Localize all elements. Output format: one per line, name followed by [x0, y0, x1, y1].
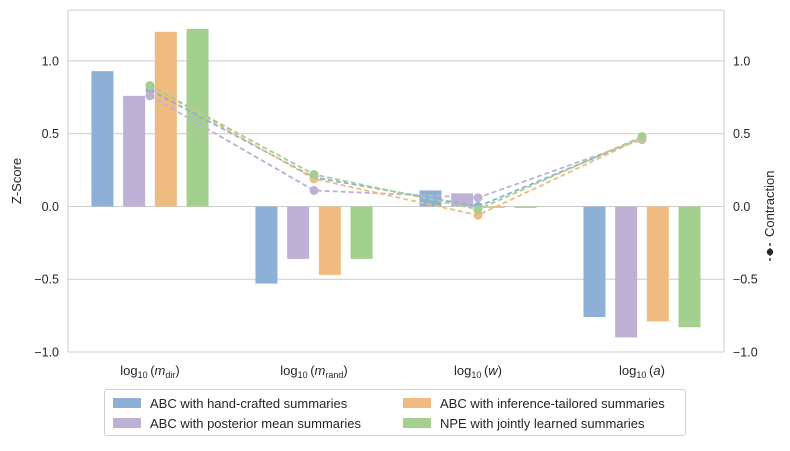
bar — [123, 95, 146, 207]
contraction-point — [473, 204, 483, 214]
contraction-point — [473, 193, 483, 203]
y2-tick-label: 1.0 — [733, 54, 750, 68]
x-tick-label: log10 (mdir) — [120, 363, 180, 380]
contraction-point — [637, 132, 647, 142]
y2-axis-label-group: Contraction — [762, 171, 777, 261]
contraction-line — [149, 84, 643, 211]
bar — [514, 206, 537, 208]
contraction-point — [145, 81, 155, 91]
contraction-point — [145, 91, 155, 101]
y-tick-label: −1.0 — [34, 346, 59, 360]
bar — [350, 206, 373, 259]
legend-label: ABC with posterior mean summaries — [150, 415, 361, 431]
y2-legend-marker — [766, 248, 774, 256]
bar — [154, 31, 177, 207]
y2-tick-label: 0.5 — [733, 127, 750, 141]
y-axis-label: Z-Score — [9, 158, 24, 204]
legend-swatch — [113, 418, 141, 428]
legend-label: ABC with inference-tailored summaries — [440, 395, 665, 411]
y2-tick-label: 0.0 — [733, 200, 750, 214]
bar — [287, 206, 310, 259]
legend-item: NPE with jointly learned summaries — [403, 413, 683, 433]
y2-tick-label: −1.0 — [733, 346, 758, 360]
y-tick-label: 0.0 — [42, 200, 59, 214]
legend-item: ABC with posterior mean summaries — [113, 413, 403, 433]
x-tick-label: log10 (a) — [619, 363, 665, 380]
y2-tick-label: −0.5 — [733, 273, 758, 287]
x-tick-label: log10 (mrand) — [280, 363, 348, 380]
legend-swatch — [403, 398, 431, 408]
bar — [186, 28, 209, 207]
legend-swatch — [403, 418, 431, 428]
legend-swatch — [113, 398, 141, 408]
bar — [678, 206, 701, 328]
bar — [255, 206, 278, 284]
bar — [583, 206, 606, 318]
y-tick-label: 0.5 — [42, 127, 59, 141]
y2-axis-label: Contraction — [762, 171, 777, 237]
bar — [91, 71, 114, 207]
legend-item: ABC with hand-crafted summaries — [113, 393, 403, 413]
contraction-line — [149, 95, 643, 199]
legend: ABC with hand-crafted summaries ABC with … — [104, 389, 686, 436]
contraction-point — [309, 185, 319, 195]
contraction-line — [149, 84, 643, 217]
contraction-line — [149, 89, 643, 208]
y-tick-label: 1.0 — [42, 54, 59, 68]
legend-item: ABC with inference-tailored summaries — [403, 393, 683, 413]
contraction-point — [309, 169, 319, 179]
bar — [318, 206, 341, 275]
bar — [615, 206, 638, 338]
bar — [646, 206, 669, 322]
x-tick-label: log10 (w) — [454, 363, 502, 380]
y-tick-label: −0.5 — [34, 273, 59, 287]
legend-label: NPE with jointly learned summaries — [440, 415, 645, 431]
legend-label: ABC with hand-crafted summaries — [150, 395, 348, 411]
bar — [482, 206, 505, 208]
